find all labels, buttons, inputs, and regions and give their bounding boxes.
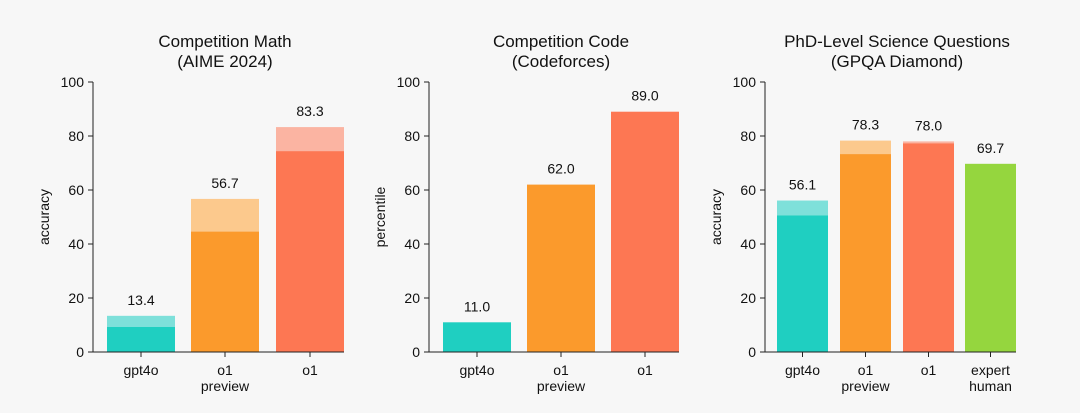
x-tick-label: preview	[537, 378, 586, 394]
bar-value-label: 62.0	[547, 161, 574, 177]
x-tick-label: preview	[201, 378, 250, 394]
bar-value-label: 78.3	[852, 117, 879, 133]
bar	[965, 163, 1016, 352]
y-tick-label: 60	[740, 182, 756, 198]
bar-value-label: 11.0	[464, 298, 490, 314]
bar	[107, 326, 175, 352]
bar-value-label: 78.0	[915, 117, 942, 133]
y-axis-label: accuracy	[36, 189, 52, 245]
bar-light-segment	[840, 140, 891, 155]
bar-light-segment	[276, 127, 344, 152]
chart-panel-3: PhD-Level Science Questions(GPQA Diamond…	[708, 32, 1016, 394]
bar	[191, 231, 259, 352]
y-tick-label: 20	[68, 290, 84, 306]
bar-value-label: 56.1	[789, 177, 816, 193]
y-tick-label: 80	[740, 128, 756, 144]
bar-value-label: 83.3	[296, 103, 323, 119]
chart-panel-2: Competition Code(Codeforces) percentile 0 2…	[372, 32, 679, 394]
chart-title-line: Competition Code	[493, 32, 629, 51]
x-tick-label: gpt4o	[785, 362, 820, 378]
y-tick-label: 100	[733, 74, 757, 90]
y-tick-label: 0	[76, 344, 84, 360]
x-tick-label: o1	[921, 362, 937, 378]
x-tick-label: gpt4o	[459, 362, 494, 378]
bar	[276, 151, 344, 352]
y-tick-label: 80	[404, 128, 420, 144]
bar	[777, 215, 828, 352]
bar-light-segment	[191, 198, 259, 232]
x-tick-label: gpt4o	[123, 362, 158, 378]
y-tick-label: 0	[412, 344, 420, 360]
bar-light-segment	[107, 315, 175, 327]
y-tick-label: 40	[68, 236, 84, 252]
x-tick-label: o1	[858, 362, 874, 378]
bar-value-label: 56.7	[211, 175, 238, 191]
bar	[443, 322, 511, 352]
bar	[903, 143, 954, 352]
bar-value-label: 69.7	[977, 140, 1004, 156]
chart-title-line: PhD-Level Science Questions	[784, 32, 1010, 51]
bar	[611, 111, 679, 352]
chart-title-line: Competition Math	[158, 32, 291, 51]
y-tick-label: 100	[61, 74, 85, 90]
y-tick-label: 40	[740, 236, 756, 252]
y-tick-label: 20	[404, 290, 420, 306]
chart-panel-1: Competition Math(AIME 2024) accuracy 0 20 40…	[36, 32, 344, 394]
y-axis-label: accuracy	[708, 189, 724, 245]
bar-light-segment	[903, 141, 954, 144]
x-tick-label: preview	[841, 378, 890, 394]
chart-title-line: (AIME 2024)	[177, 52, 272, 71]
x-tick-label: o1	[217, 362, 233, 378]
x-tick-label: human	[969, 378, 1012, 394]
y-tick-label: 80	[68, 128, 84, 144]
y-tick-label: 20	[740, 290, 756, 306]
bar	[840, 154, 891, 352]
x-tick-label: o1	[637, 362, 653, 378]
y-tick-label: 60	[404, 182, 420, 198]
bar	[527, 184, 595, 352]
y-axis-label: percentile	[372, 186, 388, 247]
x-tick-label: expert	[971, 362, 1010, 378]
x-tick-label: o1	[553, 362, 569, 378]
y-tick-label: 40	[404, 236, 420, 252]
chart-title-line: (Codeforces)	[512, 52, 610, 71]
chart-title-line: (GPQA Diamond)	[831, 52, 963, 71]
y-tick-label: 100	[397, 74, 421, 90]
x-tick-label: o1	[302, 362, 318, 378]
y-tick-label: 0	[748, 344, 756, 360]
y-tick-label: 60	[68, 182, 84, 198]
bar-value-label: 13.4	[127, 292, 154, 308]
bar-light-segment	[777, 200, 828, 216]
bar-value-label: 89.0	[631, 88, 658, 104]
